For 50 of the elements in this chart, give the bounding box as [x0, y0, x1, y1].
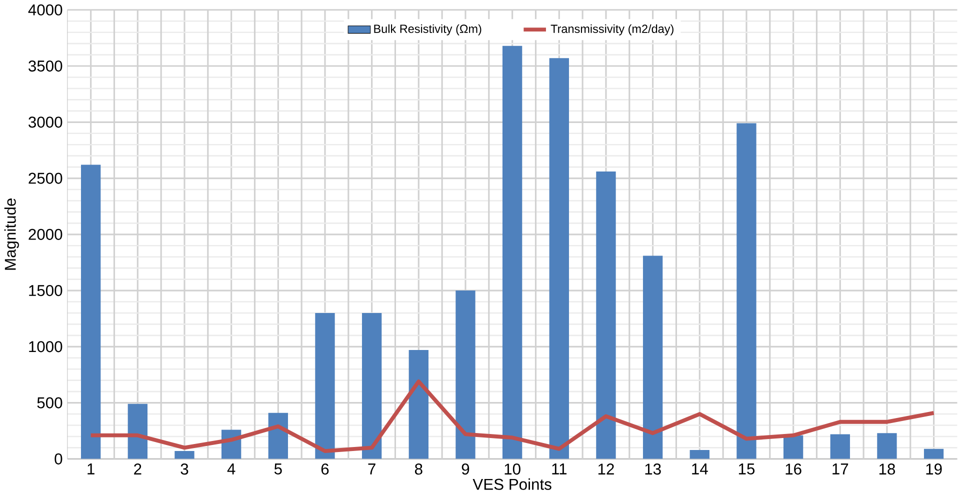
y-tick-label: 0 — [54, 453, 62, 464]
bar — [690, 450, 710, 459]
line-series — [88, 379, 936, 453]
y-tick-label: 500 — [37, 397, 62, 408]
y-tick-label: 1000 — [29, 341, 62, 352]
x-axis-title: VES Points — [472, 478, 552, 490]
bar — [783, 435, 804, 459]
bar — [877, 432, 897, 459]
bar — [408, 350, 428, 459]
bar — [128, 404, 148, 459]
x-tick-label: 17 — [832, 463, 848, 474]
bar — [456, 290, 476, 459]
x-tick-label: 12 — [598, 463, 614, 474]
y-axis-title: Magnitude — [4, 198, 19, 270]
x-tick-label: 1 — [88, 463, 94, 474]
x-tick-label: 2 — [134, 463, 142, 474]
bar — [174, 450, 194, 459]
y-tick-label: 2000 — [28, 228, 62, 240]
bar — [642, 256, 663, 459]
x-tick-label: 6 — [321, 463, 329, 475]
x-tick-label: 14 — [692, 463, 708, 474]
bar — [362, 312, 382, 459]
bar — [549, 58, 569, 459]
x-tick-label: 4 — [227, 463, 236, 474]
bar — [830, 434, 850, 459]
x-tick-label: 5 — [274, 463, 282, 474]
y-tick-label: 3000 — [28, 116, 62, 128]
bar — [736, 123, 756, 459]
bar — [924, 448, 944, 459]
x-tick-label: 3 — [180, 463, 188, 475]
bar — [596, 171, 616, 459]
bar — [502, 46, 522, 459]
x-tick-label: 13 — [645, 463, 661, 475]
x-tick-label: 9 — [462, 463, 470, 475]
x-tick-label: 8 — [414, 463, 422, 475]
legend-label: Bulk Resistivity (Ωm) — [374, 24, 482, 36]
x-tick-label: 15 — [738, 463, 755, 474]
x-tick-label: 10 — [504, 463, 520, 475]
x-tick-label: 7 — [368, 463, 376, 474]
x-tick-label: 19 — [926, 463, 942, 475]
x-tick-label: 16 — [786, 463, 802, 475]
y-tick-label: 2500 — [28, 172, 62, 184]
bar — [315, 312, 335, 459]
legend-label: Transmissivity (m2/day) — [550, 24, 674, 36]
y-tick-label: 1500 — [29, 284, 62, 296]
y-tick-label: 4000 — [28, 4, 62, 16]
x-tick-label: 11 — [552, 463, 567, 474]
x-tick-label: 18 — [879, 463, 895, 475]
bar — [80, 164, 101, 459]
y-tick-label: 3500 — [28, 60, 62, 72]
